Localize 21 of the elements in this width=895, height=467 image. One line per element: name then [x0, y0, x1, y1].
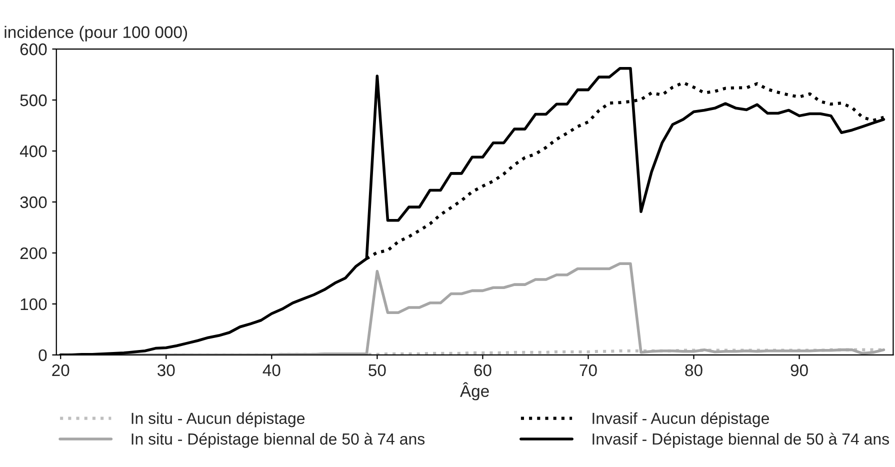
legend-label: In situ - Dépistage biennal de 50 à 74 ans [132, 432, 425, 448]
x-tick-label: 70 [580, 364, 597, 376]
y-tick-label: 600 [20, 43, 47, 56]
x-tick-label: 60 [474, 364, 492, 376]
y-tick-label: 500 [20, 94, 47, 106]
y-tick-label: 400 [20, 145, 47, 158]
y-tick-label: 100 [20, 298, 47, 310]
y-tick-label: 300 [20, 196, 47, 208]
legend-label: Invasif - Aucun dépistage [592, 412, 769, 428]
y-tick-label: 0 [38, 349, 47, 362]
legend-label: Invasif - Dépistage biennal de 50 à 74 ans [592, 432, 889, 448]
y-axis-title: incidence (pour 100 000) [4, 26, 188, 42]
legend-label: In situ - Aucun dépistage [132, 412, 305, 428]
x-tick-label: 30 [158, 364, 175, 376]
x-tick-label: 80 [685, 364, 702, 376]
x-tick-label: 50 [368, 364, 386, 376]
x-tick-label: 20 [52, 364, 70, 376]
x-tick-label: 90 [790, 364, 808, 376]
y-tick-label: 200 [20, 247, 47, 260]
x-axis-title: Âge [460, 382, 489, 400]
x-tick-label: 40 [262, 364, 280, 376]
